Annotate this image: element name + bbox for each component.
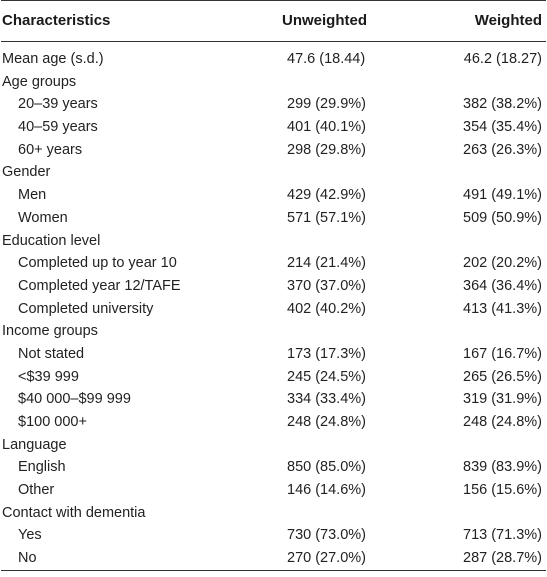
row-weighted-value: 382 (38.2%) <box>463 96 542 113</box>
table-row: Yes 730 (73.0%) 713 (71.3%) <box>0 524 547 547</box>
table-row: $100 000+ 248 (24.8%) 248 (24.8%) <box>0 411 547 434</box>
row-label: 60+ years <box>18 141 83 158</box>
row-label: Completed year 12/TAFE <box>18 277 181 294</box>
table-row: Gender <box>0 161 547 184</box>
row-unweighted-value: 146 (14.6%) <box>287 482 366 499</box>
row-label: Completed up to year 10 <box>18 255 177 272</box>
row-label: Mean age (s.d.) <box>2 51 104 67</box>
table-bottom-rule <box>1 569 546 571</box>
row-weighted-value: 713 (71.3%) <box>463 527 542 544</box>
row-label: 40–59 years <box>18 119 98 136</box>
row-unweighted-value: 334 (33.4%) <box>287 391 366 408</box>
row-unweighted-value: 571 (57.1%) <box>287 209 366 226</box>
header-weighted: Weighted <box>474 12 542 29</box>
table-row: 60+ years 298 (29.8%) 263 (26.3%) <box>0 139 547 162</box>
table-row: Completed year 12/TAFE 370 (37.0%) 364 (36… <box>0 275 547 298</box>
table-row: 40–59 years 401 (40.1%) 354 (35.4%) <box>0 116 547 139</box>
table-row: Women 571 (57.1%) 509 (50.9%) <box>0 207 547 230</box>
row-label: Age groups <box>2 73 77 90</box>
row-label: Gender <box>2 164 51 181</box>
table-row: Contact with dementia <box>0 502 547 525</box>
table-row: Mean age (s.d.) 47.6 (18.44) 46.2 (18.27) <box>0 48 547 71</box>
row-label: Language <box>2 436 67 453</box>
row-label: Education level <box>2 232 101 249</box>
table-row: Other 146 (14.6%) 156 (15.6%) <box>0 479 547 502</box>
header-characteristics: Characteristics <box>2 12 111 29</box>
row-weighted-value: 839 (83.9%) <box>463 459 542 476</box>
table-row: <$39 999 245 (24.5%) 265 (26.5%) <box>0 366 547 389</box>
row-unweighted-value: 47.6 (18.44) <box>287 51 366 67</box>
row-weighted-value: 156 (15.6%) <box>463 482 542 499</box>
row-weighted-value: 413 (41.3%) <box>463 300 542 317</box>
table-row: Income groups <box>0 320 547 343</box>
row-label: English <box>18 459 66 476</box>
row-weighted-value: 364 (36.4%) <box>463 277 542 294</box>
row-label: Not stated <box>18 345 85 362</box>
table-row: English 850 (85.0%) 839 (83.9%) <box>0 456 547 479</box>
row-label: Contact with dementia <box>2 504 146 521</box>
row-label: Men <box>18 187 47 204</box>
row-label: Other <box>18 482 55 499</box>
table-header-rule <box>1 41 546 42</box>
table-row: Completed university 402 (40.2%) 413 (41.3… <box>0 298 547 321</box>
row-weighted-value: 319 (31.9%) <box>463 391 542 408</box>
row-label: Women <box>18 209 68 226</box>
row-weighted-value: 491 (49.1%) <box>463 187 542 204</box>
row-unweighted-value: 298 (29.8%) <box>287 141 366 158</box>
table-header-row: Characteristics Unweighted Weighted <box>0 1 547 41</box>
table-row: 20–39 years 299 (29.9%) 382 (38.2%) <box>0 93 547 116</box>
row-unweighted-value: 299 (29.9%) <box>287 96 366 113</box>
row-unweighted-value: 173 (17.3%) <box>287 345 366 362</box>
row-weighted-value: 248 (24.8%) <box>463 414 542 430</box>
table-row: Completed up to year 10 214 (21.4%) 202 (2… <box>0 252 547 275</box>
table-top-rule <box>1 0 546 1</box>
table-row: Men 429 (42.9%) 491 (49.1%) <box>0 184 547 207</box>
row-unweighted-value: 429 (42.9%) <box>287 187 366 204</box>
row-unweighted-value: 401 (40.1%) <box>287 119 366 136</box>
table-row: Language <box>0 434 547 457</box>
row-unweighted-value: 402 (40.2%) <box>287 300 366 317</box>
row-unweighted-value: 850 (85.0%) <box>287 459 366 476</box>
table-row: No 270 (27.0%) 287 (28.7%) <box>0 547 547 570</box>
table-row: Age groups <box>0 71 547 94</box>
row-label: $40 000–$99 999 <box>18 391 131 408</box>
row-label: No <box>18 550 37 567</box>
row-weighted-value: 167 (16.7%) <box>463 345 542 362</box>
row-label: $100 000+ <box>18 414 87 430</box>
row-weighted-value: 287 (28.7%) <box>463 550 542 567</box>
row-weighted-value: 354 (35.4%) <box>463 119 542 136</box>
table-row: Education level <box>0 230 547 253</box>
header-unweighted: Unweighted <box>282 12 367 29</box>
row-label: <$39 999 <box>18 368 79 385</box>
table-body: Mean age (s.d.) 47.6 (18.44) 46.2 (18.27) A… <box>0 48 547 570</box>
row-unweighted-value: 730 (73.0%) <box>287 527 366 544</box>
row-label: 20–39 years <box>18 96 98 113</box>
row-weighted-value: 46.2 (18.27) <box>463 51 542 67</box>
table-row: Not stated 173 (17.3%) 167 (16.7%) <box>0 343 547 366</box>
row-weighted-value: 202 (20.2%) <box>463 255 542 272</box>
row-unweighted-value: 270 (27.0%) <box>287 550 366 567</box>
row-unweighted-value: 370 (37.0%) <box>287 277 366 294</box>
row-weighted-value: 509 (50.9%) <box>463 209 542 226</box>
row-unweighted-value: 245 (24.5%) <box>287 368 366 385</box>
row-weighted-value: 265 (26.5%) <box>463 368 542 385</box>
row-weighted-value: 263 (26.3%) <box>463 141 542 158</box>
table-row: $40 000–$99 999 334 (33.4%) 319 (31.9%) <box>0 388 547 411</box>
row-label: Yes <box>18 527 42 544</box>
row-label: Income groups <box>2 323 98 340</box>
row-unweighted-value: 214 (21.4%) <box>287 255 366 272</box>
row-label: Completed university <box>18 300 154 317</box>
row-unweighted-value: 248 (24.8%) <box>287 414 366 430</box>
